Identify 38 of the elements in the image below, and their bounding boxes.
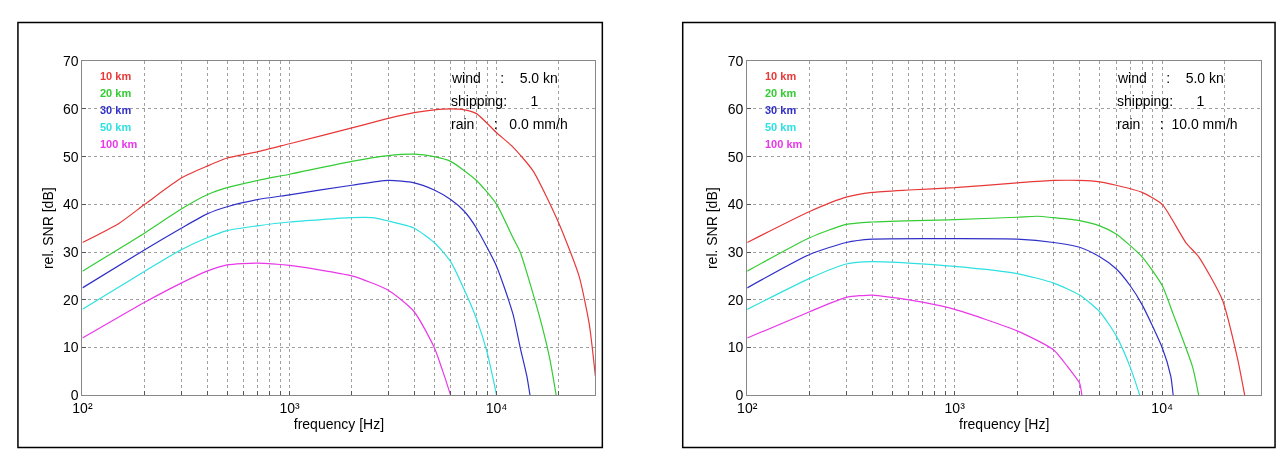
y-tick-label: 20 [63, 291, 79, 308]
y-tick-label: 60 [63, 100, 79, 117]
annotation: rain : 0.0 mm/h [451, 116, 568, 132]
y-tick-label: 60 [727, 100, 744, 117]
x-tick-label: 10⁴ [485, 400, 508, 417]
text: 50 km [100, 121, 132, 133]
text: 50 km [765, 121, 797, 133]
text: 30 km [765, 104, 797, 116]
annotation: shipping: 1 [451, 93, 539, 109]
x-tick-label: 10³ [944, 400, 966, 417]
y-tick-label: 10 [727, 339, 744, 356]
text: 100 km [765, 138, 803, 150]
y-tick-label: 30 [63, 243, 79, 260]
y-axis-title: rel. SNR [dB] [39, 187, 56, 270]
y-tick-label: 20 [727, 291, 744, 308]
y-tick-label: 30 [727, 243, 744, 260]
y-tick-label: 70 [727, 53, 744, 70]
x-tick-label: 10³ [279, 400, 300, 417]
text: 20 km [100, 87, 132, 99]
x-tick-label: 10⁴ [1151, 400, 1173, 417]
y-tick-label: 40 [727, 196, 744, 213]
x-axis-title: frequency [Hz] [959, 416, 1050, 433]
text: 10 km [100, 70, 132, 82]
x-axis-title: frequency [Hz] [293, 416, 385, 433]
text: 10 km [765, 70, 797, 82]
annotation: wind : 5.0 kn [1117, 70, 1224, 86]
annotation: shipping: 1 [1117, 93, 1205, 109]
text: 20 km [765, 87, 797, 99]
annotation: wind : 5.0 kn [451, 70, 558, 86]
y-tick-label: 70 [63, 53, 79, 70]
text: 100 km [100, 138, 138, 150]
y-tick-label: 50 [727, 148, 744, 165]
y-tick-label: 50 [63, 148, 79, 165]
y-axis-title: rel. SNR [dB] [704, 187, 721, 270]
y-tick-label: 10 [63, 339, 79, 356]
y-tick-label: 40 [63, 196, 79, 213]
annotation: rain : 10.0 mm/h [1117, 116, 1238, 132]
text: 30 km [100, 104, 132, 116]
